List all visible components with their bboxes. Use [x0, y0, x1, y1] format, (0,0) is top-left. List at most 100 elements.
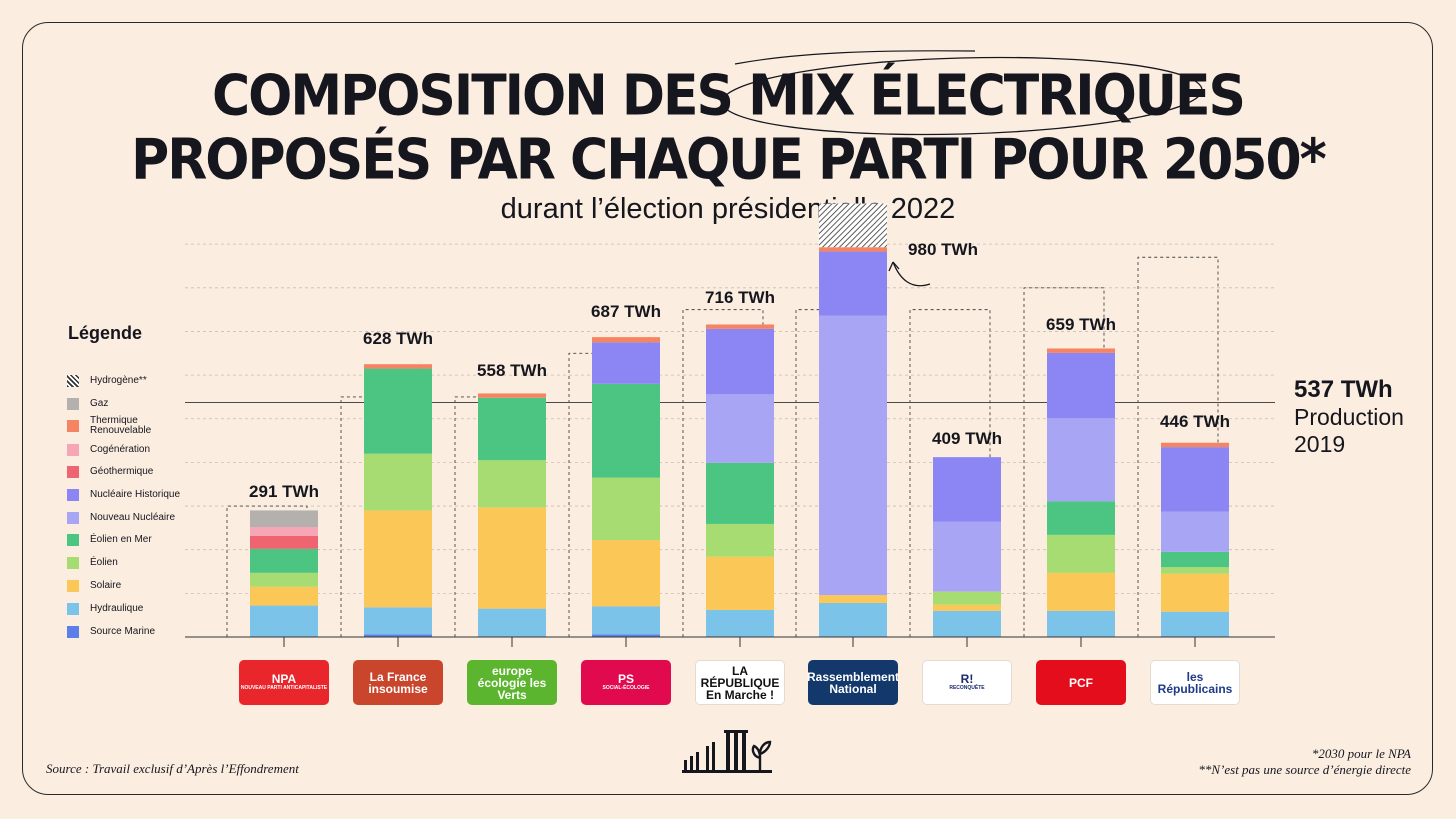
bar-segment [933, 457, 1001, 522]
bar-segment [478, 608, 546, 637]
legend-swatch [67, 603, 79, 615]
bar-stack [706, 324, 774, 637]
legend-label: Éolien en Mer [90, 534, 152, 545]
bar-segment [1047, 348, 1115, 353]
legend-item: Hydrogène** [67, 374, 182, 388]
bar-segment [364, 453, 432, 511]
bar-stack [478, 393, 546, 637]
dashed-outline [1023, 287, 1105, 637]
dashed-outline [454, 393, 536, 637]
bar-segment [1161, 447, 1229, 512]
party-name: NPA [271, 672, 297, 686]
annotation-arrow [892, 261, 931, 287]
bar-segment [250, 535, 318, 549]
bar-segment [933, 610, 1001, 637]
bar-stack [1047, 348, 1115, 637]
bar-stack [364, 364, 432, 637]
party-logo: PCF [1036, 660, 1126, 705]
legend-label: Source Marine [90, 626, 156, 637]
legend-label: Hydraulique [90, 603, 144, 614]
bar-segment [706, 324, 774, 329]
party-name: LA RÉPUBLIQUE En Marche ! [700, 663, 780, 702]
legend-label: Géothermique [90, 466, 154, 477]
reference-label: Production 2019 [1294, 404, 1404, 457]
legend-item: Solaire [67, 579, 182, 593]
bar-segment [706, 394, 774, 463]
bar-segment [364, 510, 432, 608]
bar-segment [1161, 551, 1229, 568]
legend-item: Géothermique [67, 465, 182, 479]
legend-swatch [67, 512, 79, 524]
reference-value: 537 TWh [1294, 376, 1393, 403]
party-name: Rassemblement National [806, 669, 900, 696]
party-subtitle: RECONQUÊTE [949, 685, 985, 691]
footnote-hydrogen: **N’est pas une source d’énergie directe [1198, 762, 1411, 777]
party-name: PS [617, 672, 634, 686]
total-label: 558 TWh [477, 361, 547, 380]
bar-segment [250, 586, 318, 606]
bar-segment [1047, 418, 1115, 502]
bar-segment [592, 383, 660, 478]
bar-segment [478, 507, 546, 609]
annotation-arrowhead [888, 261, 900, 272]
total-label: 446 TWh [1160, 412, 1230, 431]
bar-segment [1047, 534, 1115, 573]
bar-segment [933, 521, 1001, 592]
bar-segment [1161, 611, 1229, 637]
total-label: 716 TWh [705, 288, 775, 307]
legend-label: Éolien [90, 557, 118, 568]
total-labels: 291 TWh 628 TWh 558 TWh 687 TWh 716 TWh 980 T… [249, 240, 1230, 501]
bar-segment [364, 364, 432, 369]
legend-label: Gaz [90, 398, 109, 409]
legend-label: Cogénération [90, 444, 151, 455]
legend-swatch [67, 626, 79, 638]
bar-segment [706, 556, 774, 610]
legend-item: Source Marine [67, 625, 182, 639]
party-name: les Républicains [1157, 669, 1233, 696]
bar-segment [819, 247, 887, 252]
legend-swatch [67, 444, 79, 456]
party-logo: R! RECONQUÊTE [922, 660, 1012, 705]
bar-segment [478, 397, 546, 461]
bar-segment [478, 393, 546, 398]
party-name: La France insoumise [368, 669, 428, 696]
party-logo: NPA NOUVEAU PARTI ANTICAPITALISTE [239, 660, 329, 705]
bars [250, 203, 1229, 637]
bar-segment [1047, 501, 1115, 535]
bar-stack [933, 457, 1001, 637]
bar-segment [592, 540, 660, 607]
bar-segment [933, 591, 1001, 605]
bar-segment [819, 595, 887, 603]
legend-swatch [67, 398, 79, 410]
bar-segment [1161, 567, 1229, 574]
bar-segment [250, 510, 318, 528]
dashed-outline [1137, 256, 1219, 637]
chart-title-line-2: PROPOSÉS PAR CHAQUE PARTI POUR 2050* [131, 127, 1327, 193]
legend-label: Solaire [90, 580, 122, 591]
party-logo: LA RÉPUBLIQUE En Marche ! [695, 660, 785, 705]
bar-segment [819, 251, 887, 316]
party-name: PCF [1069, 675, 1093, 690]
dashed-outline [682, 309, 764, 637]
bar-segment [1047, 610, 1115, 637]
party-subtitle: NOUVEAU PARTI ANTICAPITALISTE [240, 685, 328, 691]
legend-title: Légende [68, 323, 143, 343]
bar-segment [592, 342, 660, 384]
total-label: 628 TWh [363, 329, 433, 348]
party-subtitle: SOCIAL-ÉCOLOGIE [602, 685, 650, 691]
bar-stack [1161, 442, 1229, 637]
bar-segment [706, 523, 774, 557]
bar-segment [592, 337, 660, 343]
legend-swatch [67, 466, 79, 478]
bar-segment [592, 477, 660, 541]
legend-swatch [67, 580, 79, 592]
party-logo: PS SOCIAL-ÉCOLOGIE [581, 660, 671, 705]
legend-swatch [67, 375, 79, 387]
total-label: 409 TWh [932, 429, 1002, 448]
legend-item: Cogénération [67, 443, 182, 457]
party-name: R! [960, 672, 974, 686]
dashed-outline [226, 505, 308, 637]
bar-chart-sprout-icon [682, 730, 772, 773]
bar-segment [364, 634, 432, 637]
